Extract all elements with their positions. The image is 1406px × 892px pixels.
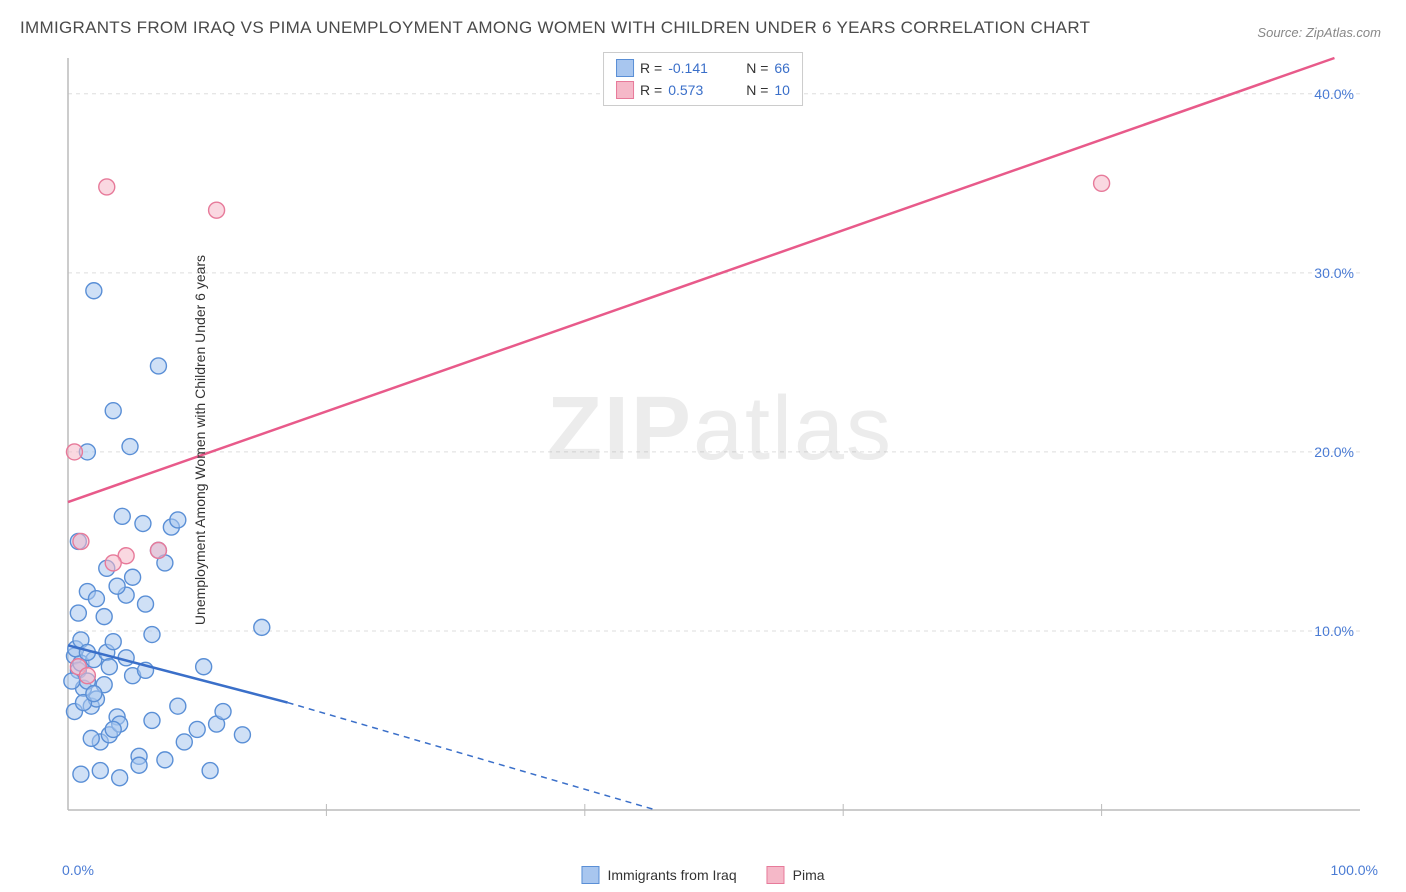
r-value: -0.141: [668, 60, 728, 76]
svg-text:10.0%: 10.0%: [1314, 623, 1354, 639]
scatter-chart: 10.0% 20.0% 30.0% 40.0%: [60, 50, 1380, 830]
chart-area: Unemployment Among Women with Children U…: [60, 50, 1380, 830]
legend-swatch: [616, 81, 634, 99]
legend-series-item: Immigrants from Iraq: [581, 866, 736, 884]
n-label: N =: [746, 60, 768, 76]
x-tick-right: 100.0%: [1331, 862, 1378, 878]
source-label: Source:: [1257, 25, 1302, 40]
r-value: 0.573: [668, 82, 728, 98]
legend-series: Immigrants from Iraq Pima: [581, 866, 824, 884]
n-value: 66: [774, 60, 790, 76]
n-value: 10: [774, 82, 790, 98]
n-label: N =: [746, 82, 768, 98]
r-label: R =: [640, 60, 662, 76]
chart-title: IMMIGRANTS FROM IRAQ VS PIMA UNEMPLOYMEN…: [20, 18, 1090, 38]
legend-swatch: [767, 866, 785, 884]
legend-correlation-row: R = 0.573 N = 10: [612, 79, 794, 101]
legend-correlation: R = -0.141 N = 66R = 0.573 N = 10: [603, 52, 803, 106]
r-label: R =: [640, 82, 662, 98]
svg-text:40.0%: 40.0%: [1314, 86, 1354, 102]
source-value: ZipAtlas.com: [1306, 25, 1381, 40]
legend-series-label: Pima: [793, 867, 825, 883]
legend-series-label: Immigrants from Iraq: [607, 867, 736, 883]
x-tick-left: 0.0%: [62, 862, 94, 878]
svg-text:30.0%: 30.0%: [1314, 265, 1354, 281]
y-axis-label: Unemployment Among Women with Children U…: [192, 255, 208, 625]
svg-text:20.0%: 20.0%: [1314, 444, 1354, 460]
source-attribution: Source: ZipAtlas.com: [1257, 25, 1381, 40]
legend-series-item: Pima: [767, 866, 825, 884]
legend-correlation-row: R = -0.141 N = 66: [612, 57, 794, 79]
legend-swatch: [581, 866, 599, 884]
legend-swatch: [616, 59, 634, 77]
